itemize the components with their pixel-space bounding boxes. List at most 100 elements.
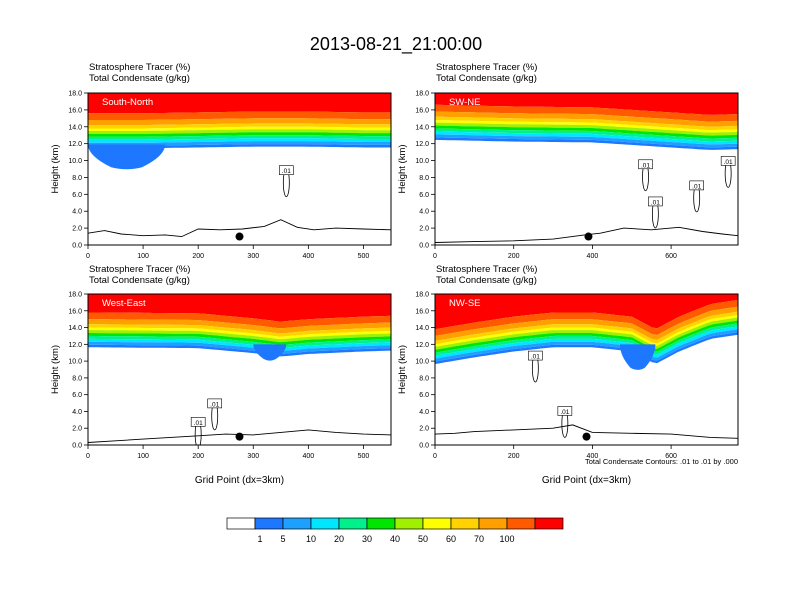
panel-label: West-East	[102, 298, 146, 309]
x-axis-label: Grid Point (dx=3km)	[542, 475, 631, 486]
band-above-4	[88, 118, 391, 126]
band-above-0	[88, 132, 391, 137]
y-tick-label: 10.0	[415, 359, 429, 366]
y-tick-label: 18.0	[68, 292, 82, 299]
y-tick-label: 8.0	[72, 175, 82, 182]
panel-header-line1: Stratosphere Tracer (%)	[89, 62, 190, 73]
terrain-line	[435, 226, 738, 243]
band-above-4	[435, 111, 738, 127]
colorbar-label: 40	[390, 534, 400, 544]
colorbar-label: 70	[474, 534, 484, 544]
y-tick-label: 8.0	[419, 375, 429, 382]
x-tick-label: 500	[358, 453, 370, 460]
y-tick-label: 0.0	[419, 243, 429, 250]
y-tick-label: 2.0	[72, 426, 82, 433]
colorbar-swatch	[394, 517, 424, 530]
colorbar-swatch	[450, 517, 480, 530]
x-tick-label: 200	[192, 453, 204, 460]
x-tick-label: 0	[86, 453, 90, 460]
panel-header-line2: Total Condensate (g/kg)	[436, 275, 537, 286]
y-tick-label: 0.0	[72, 243, 82, 250]
y-axis-label: Height (km)	[397, 345, 408, 394]
band-100	[435, 93, 738, 115]
y-tick-label: 18.0	[415, 292, 429, 299]
band-100	[88, 294, 391, 322]
y-tick-label: 16.0	[68, 107, 82, 114]
y-tick-label: 16.0	[415, 308, 429, 315]
y-tick-label: 8.0	[72, 375, 82, 382]
plot-area: .01 .01 .01 .01	[435, 93, 738, 245]
y-tick-label: 6.0	[419, 392, 429, 399]
x-tick-label: 200	[508, 253, 520, 260]
colorbar-swatch	[366, 517, 396, 530]
plot-frame	[434, 92, 739, 246]
y-tick-label: 18.0	[68, 91, 82, 98]
contour-label-box	[190, 417, 206, 427]
plot-frame	[87, 92, 392, 246]
blue-blob	[253, 344, 287, 361]
contour-label-box	[648, 196, 663, 207]
panel-label: South-North	[102, 97, 153, 108]
y-tick-label: 4.0	[72, 209, 82, 216]
band-100	[435, 294, 738, 330]
band-below-3	[435, 137, 738, 150]
blue-blob	[619, 344, 656, 370]
y-tick-label: 14.0	[68, 325, 82, 332]
band-below-1	[88, 138, 391, 143]
x-tick-label: 300	[247, 453, 259, 460]
colorbar-swatch	[422, 517, 452, 530]
panel-sw-ne: Stratosphere Tracer (%) Total Condensate…	[397, 62, 739, 260]
band-above-0	[88, 333, 391, 346]
band-below-1	[435, 131, 738, 145]
location-marker	[235, 232, 244, 241]
contour-label-box	[720, 156, 736, 166]
band-above-2	[435, 120, 738, 133]
band-below-0	[435, 128, 738, 142]
colorbar-swatch	[254, 517, 284, 530]
band-below-2	[435, 134, 738, 148]
colorbar-swatch	[534, 517, 564, 530]
band-above-5	[435, 104, 738, 122]
x-tick-label: 200	[192, 253, 204, 260]
contour-label: .01	[651, 199, 660, 206]
band-above-2	[88, 327, 391, 340]
band-below-0	[88, 335, 391, 348]
band-above-5	[88, 111, 391, 120]
figure-title: 2013-08-21_21:00:00	[310, 34, 482, 55]
band-above-3	[88, 324, 391, 337]
x-tick-label: 400	[303, 453, 315, 460]
contour-label-box	[557, 406, 573, 416]
x-axis-label: Grid Point (dx=3km)	[195, 475, 284, 486]
footnote: Total Condensate Contours: .01 to .01 by…	[585, 457, 738, 466]
panel-header-line2: Total Condensate (g/kg)	[89, 73, 190, 84]
y-tick-label: 12.0	[415, 141, 429, 148]
colorbar-swatch	[226, 517, 256, 530]
location-marker	[584, 232, 593, 241]
y-tick-label: 2.0	[419, 426, 429, 433]
y-tick-label: 16.0	[68, 308, 82, 315]
y-tick-label: 6.0	[419, 192, 429, 199]
x-tick-label: 0	[86, 253, 90, 260]
y-tick-label: 4.0	[419, 409, 429, 416]
panel-west-east: Stratosphere Tracer (%) Total Condensate…	[50, 264, 392, 486]
plot-frame	[434, 293, 739, 446]
x-tick-label: 600	[665, 253, 677, 260]
blue-blob	[88, 144, 166, 170]
colorbar-label: 50	[418, 534, 428, 544]
y-tick-label: 2.0	[419, 226, 429, 233]
contour-label: .01	[194, 420, 203, 427]
band-below-1	[88, 338, 391, 351]
y-tick-label: 0.0	[419, 443, 429, 450]
y-axis-label: Height (km)	[50, 144, 61, 193]
colorbar-label: 10	[306, 534, 316, 544]
colorbar-swatch	[310, 517, 340, 530]
contour-label: .01	[641, 162, 650, 169]
band-below-0	[88, 135, 391, 140]
y-tick-label: 14.0	[68, 124, 82, 131]
panel-label: NW-SE	[449, 298, 481, 309]
colorbar-label: 5	[280, 534, 285, 544]
contour-label: .01	[692, 183, 701, 190]
band-above-2	[88, 126, 391, 131]
y-tick-label: 4.0	[419, 209, 429, 216]
